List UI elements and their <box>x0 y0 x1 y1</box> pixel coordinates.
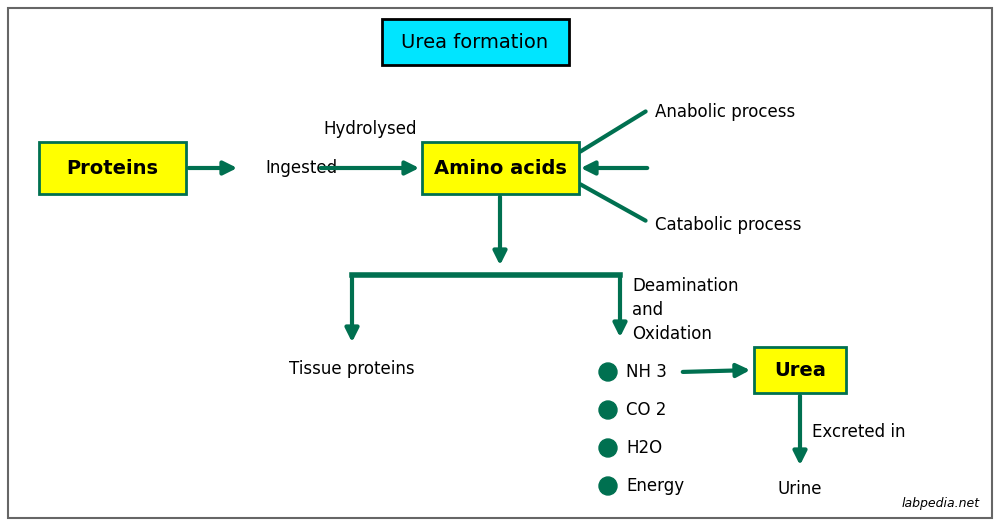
FancyBboxPatch shape <box>38 142 186 194</box>
FancyBboxPatch shape <box>422 142 578 194</box>
Text: Deamination
and
Oxidation: Deamination and Oxidation <box>632 277 738 342</box>
Text: Energy: Energy <box>626 477 684 495</box>
FancyBboxPatch shape <box>754 347 846 393</box>
Text: H2O: H2O <box>626 439 662 457</box>
FancyBboxPatch shape <box>382 19 568 65</box>
Text: CO 2: CO 2 <box>626 401 666 419</box>
Text: NH 3: NH 3 <box>626 363 667 381</box>
Text: labpedia.net: labpedia.net <box>902 497 980 510</box>
Text: Anabolic process: Anabolic process <box>655 103 795 121</box>
Text: Proteins: Proteins <box>66 158 158 177</box>
Text: Urea: Urea <box>774 360 826 379</box>
Circle shape <box>599 401 617 419</box>
Text: Excreted in: Excreted in <box>812 423 906 441</box>
Text: Urine: Urine <box>778 480 822 498</box>
Text: Hydrolysed: Hydrolysed <box>323 120 417 138</box>
Circle shape <box>599 363 617 381</box>
Circle shape <box>599 477 617 495</box>
Circle shape <box>599 439 617 457</box>
Text: Urea formation: Urea formation <box>401 33 549 52</box>
Text: Catabolic process: Catabolic process <box>655 216 802 234</box>
Text: Tissue proteins: Tissue proteins <box>289 360 415 378</box>
Text: Ingested: Ingested <box>265 159 337 177</box>
Text: Amino acids: Amino acids <box>434 158 566 177</box>
